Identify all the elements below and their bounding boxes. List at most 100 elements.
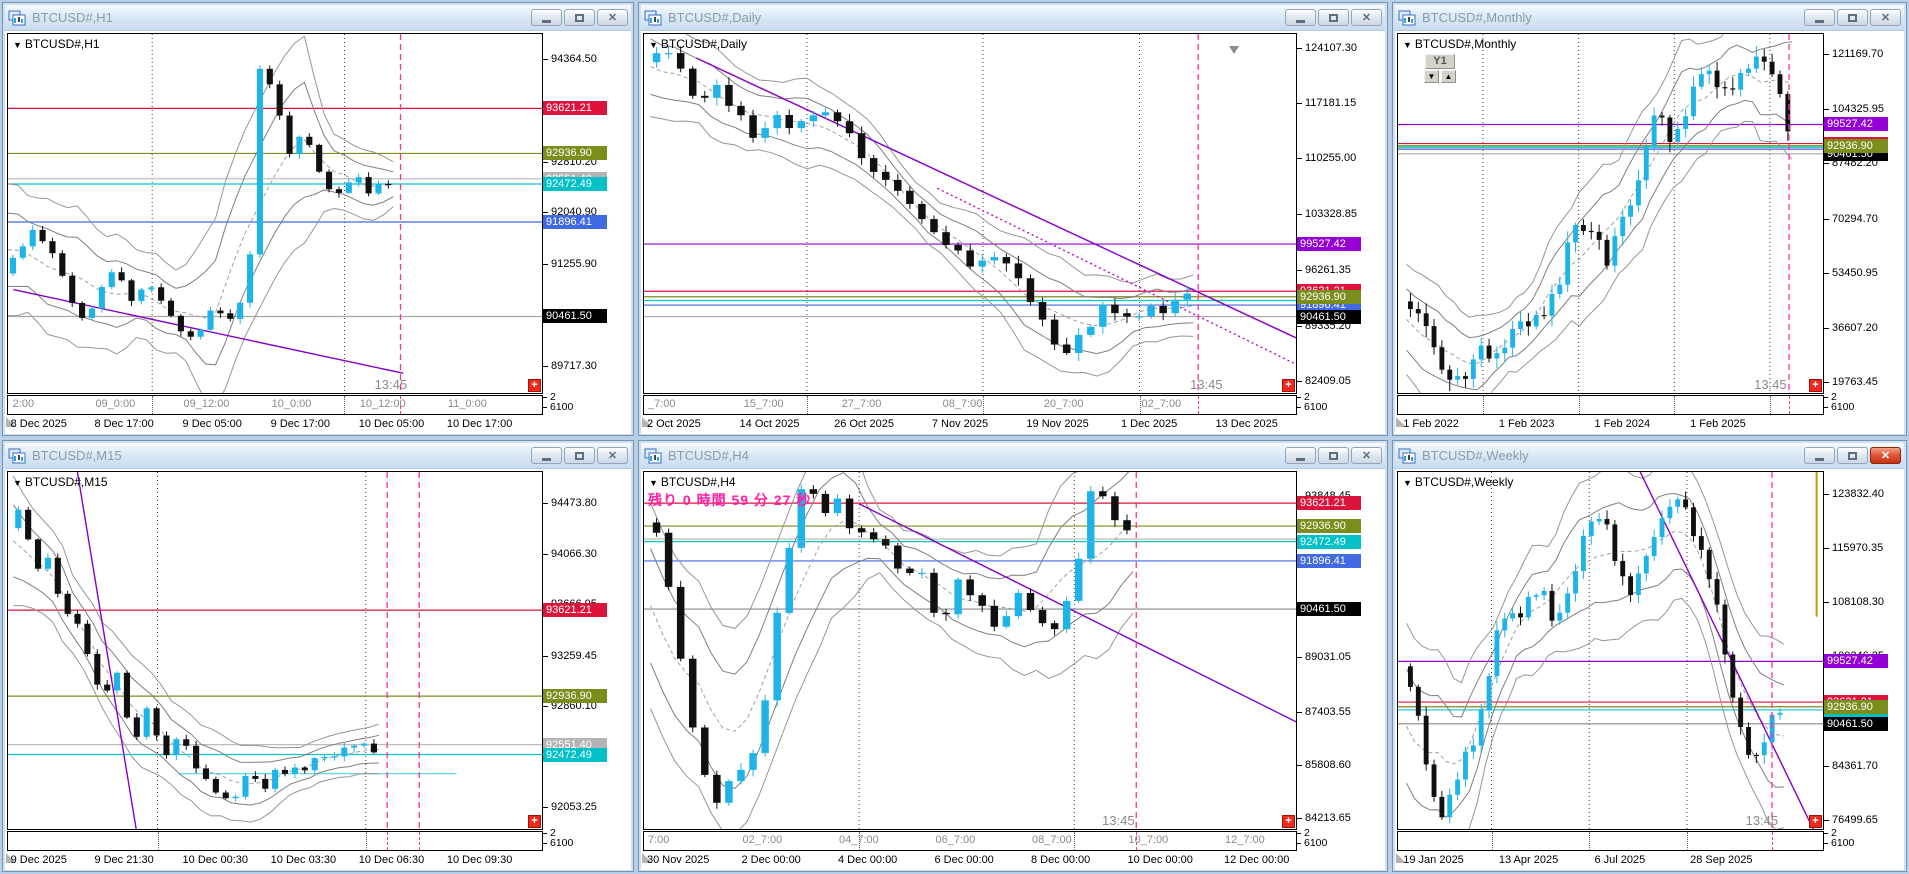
collapse-arrow-icon: ▼ [1403,40,1412,50]
trend-line[interactable] [695,57,1296,339]
price-chart[interactable]: ▼ BTCUSD#,H4 残り 0 時間 59 分 27 秒 13:45 + [643,471,1297,830]
window-titlebar[interactable]: BTCUSD#,Weekly ✕ [1395,443,1904,469]
close-button[interactable]: ✕ [1351,9,1382,26]
date-axis[interactable]: 9 Dec 2025 9 Dec 21:30 10 Dec 00:30 10 Dec … [5,851,543,870]
trend-line[interactable] [858,503,1296,723]
trend-line[interactable] [937,187,1296,365]
down-arrow-marker[interactable] [1229,45,1240,54]
vertical-gridline [983,396,985,414]
plus-button[interactable]: + [1282,815,1295,828]
scroll-grip[interactable] [6,853,16,863]
chart-symbol-label[interactable]: ▼ BTCUSD#,H4 [649,475,736,489]
chart-symbol-label[interactable]: ▼ BTCUSD#,Monthly [1403,37,1516,51]
scroll-grip[interactable] [1396,853,1406,863]
plus-button[interactable]: + [528,815,541,828]
date-axis[interactable]: 19 Jan 2025 13 Apr 2025 6 Jul 2025 28 Sep 2… [1395,851,1824,870]
scroll-grip[interactable] [1396,417,1406,427]
time-grid-label: 06_7:00 [935,834,976,846]
price-tick: 36607.20 [1824,321,1878,335]
maximize-button[interactable] [564,9,595,26]
date-axis[interactable]: 8 Dec 2025 8 Dec 17:00 9 Dec 05:00 9 Dec 17… [5,415,543,434]
current-time-label: 13:45 [1754,377,1787,392]
window-controls: ✕ [531,9,628,26]
maximize-button[interactable] [1837,9,1868,26]
date-axis[interactable]: 30 Nov 2025 2 Dec 00:00 4 Dec 00:00 6 Dec 0… [641,851,1297,870]
chart-window-icon [8,448,28,464]
window-controls: ✕ [1804,9,1901,26]
chart-symbol-label[interactable]: ▼ BTCUSD#,Weekly [1403,475,1513,489]
window-titlebar[interactable]: BTCUSD#,Monthly ✕ [1395,5,1904,31]
chart-symbol-label[interactable]: ▼ BTCUSD#,Daily [649,37,747,51]
maximize-button[interactable] [1318,9,1349,26]
window-titlebar[interactable]: BTCUSD#,H1 ✕ [5,5,631,31]
minimize-button[interactable] [1285,447,1316,464]
minimize-button[interactable] [531,9,562,26]
date-axis[interactable]: 1 Feb 2022 1 Feb 2023 1 Feb 2024 1 Feb 2025 [1395,415,1824,434]
time-grid-label: _7:00 [647,398,676,410]
close-button[interactable]: ✕ [1870,447,1901,464]
current-time-label: 13:45 [374,377,408,392]
scroll-grip[interactable] [642,417,652,427]
maximize-button[interactable] [1318,447,1349,464]
chart-canvas[interactable] [644,34,1296,393]
minimize-button[interactable] [531,447,562,464]
price-chart[interactable]: ▼ BTCUSD#,Weekly 13:45 + [1397,471,1824,830]
price-axis[interactable]: 94364.50 92810.20 92040.90 91255.90 89717.30… [543,31,631,394]
price-axis[interactable]: 121169.70 104325.95 87482.20 70294.70 53450.… [1824,31,1904,394]
close-button[interactable]: ✕ [597,9,628,26]
subwindow-scale-top: 2 [1824,828,1837,839]
trend-line[interactable] [13,288,404,374]
close-button[interactable]: ✕ [1870,9,1901,26]
price-badge: 99527.42 [1824,654,1888,669]
window-titlebar[interactable]: BTCUSD#,Daily ✕ [641,5,1385,31]
window-titlebar[interactable]: BTCUSD#,H4 ✕ [641,443,1385,469]
time-subwindow: _7:00 15_7:00 27_7:00 08_7:00 20_7:00 02_7:00 [643,395,1297,415]
price-badge: 90461.50 [543,309,607,324]
plus-button[interactable]: + [1282,379,1295,392]
window-titlebar[interactable]: BTCUSD#,M15 ✕ [5,443,631,469]
close-button[interactable]: ✕ [597,447,628,464]
price-axis[interactable]: 124107.30 117181.15 110255.00 103328.85 9626… [1297,31,1385,394]
price-badge: 93621.21 [543,101,607,116]
price-axis[interactable]: 93848.4589031.0587403.5585808.6084213.65… [1297,469,1385,830]
price-chart[interactable]: ▼ BTCUSD#,Monthly Y1 ▼ ▲ 13:45 + [1397,33,1824,394]
chart-canvas[interactable] [1398,472,1823,829]
chart-canvas[interactable] [644,472,1296,829]
vertical-gridline [1769,396,1771,414]
time-grid-label: 09_12:00 [183,398,230,410]
plus-button[interactable]: + [1809,379,1822,392]
price-tick: 76499.65 [1824,813,1878,827]
price-axis[interactable]: 123832.40115970.35108108.30100246.258436… [1824,469,1904,830]
price-axis[interactable]: 94473.8094066.3093666.9593259.4592860.10… [543,469,631,830]
maximize-button[interactable] [564,447,595,464]
chart-symbol-label[interactable]: ▼ BTCUSD#,M15 [13,475,108,489]
plus-button[interactable]: + [1809,815,1822,828]
scroll-grip[interactable] [6,417,16,427]
plus-button[interactable]: + [528,379,541,392]
minimize-button[interactable] [1804,447,1835,464]
subwindow-scale-bottom: 6100 [1824,402,1854,413]
date-axis[interactable]: 2 Oct 2025 14 Oct 2025 26 Oct 2025 7 Nov 20… [641,415,1297,434]
maximize-button[interactable] [1837,447,1868,464]
close-button[interactable]: ✕ [1351,447,1382,464]
indicator-band-line [12,475,380,749]
minimize-button[interactable] [1285,9,1316,26]
price-chart[interactable]: ▼ BTCUSD#,Daily 13:45 + [643,33,1297,394]
scale-down-button[interactable]: ▼ [1424,70,1439,83]
y1-button[interactable]: Y1 [1425,54,1455,69]
chart-canvas[interactable] [8,34,542,393]
indicator-band-line [650,38,1194,300]
price-chart[interactable]: ▼ BTCUSD#,M15 + [7,471,543,830]
price-tick: 92053.25 [543,800,597,814]
trend-line[interactable] [1639,472,1814,829]
scale-up-button[interactable]: ▲ [1441,70,1456,83]
price-chart[interactable]: ▼ BTCUSD#,H1 13:45 + [7,33,543,394]
chart-window-m15: BTCUSD#,M15 ✕ ▼ BTCUSD#,M15 +94473.80 94066.3… [2,440,634,872]
chart-canvas[interactable] [8,472,542,829]
chart-canvas[interactable] [1398,34,1823,393]
minimize-button[interactable] [1804,9,1835,26]
indicator-band-line [650,572,1134,829]
scroll-grip[interactable] [642,853,652,863]
trend-line[interactable] [76,472,137,829]
chart-symbol-label[interactable]: ▼ BTCUSD#,H1 [13,37,100,51]
